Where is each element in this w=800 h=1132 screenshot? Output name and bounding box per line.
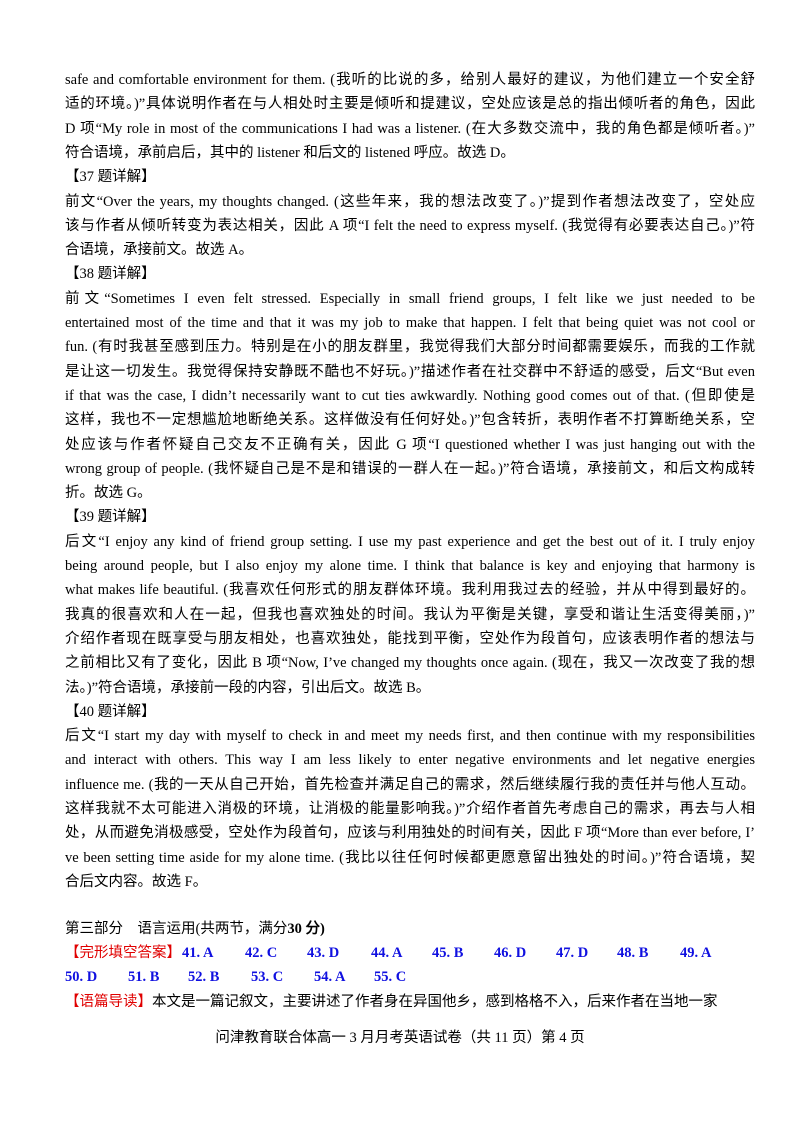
answer: 50. D	[65, 969, 98, 985]
text-line: if that was the case, I didn’t necessari…	[65, 387, 755, 404]
text-line: 前文“Sometimes I even felt stressed. Espec…	[65, 290, 755, 307]
answer: 41. A	[182, 945, 214, 961]
text-line: ve been setting time aside for my alone …	[65, 849, 755, 866]
answer: 43. D	[307, 945, 340, 961]
answer: 46. D	[494, 945, 527, 961]
footer: 问津教育联合体高一 3 月月考英语试卷（共 11 页）第 4 页	[215, 1030, 585, 1046]
section-title: 语言运用(共两节，满分	[137, 921, 288, 937]
text-line: D 项“My role in most of the communication…	[65, 120, 755, 137]
text-line: 【39 题详解】	[65, 509, 156, 526]
guide-label: 【语篇导读】	[65, 994, 152, 1010]
text-line: 后文“I enjoy any kind of friend group sett…	[65, 533, 755, 550]
text-line: 处，从而避免消极感受，空处作为段首句，应该与利用独处的时间有关，因此 F 项“M…	[65, 825, 755, 842]
section-part: 第三部分	[65, 921, 123, 937]
answer-label: 【完形填空答案】	[65, 945, 181, 961]
text-line: what makes life beautiful. (我喜欢任何形式的朋友群体…	[65, 582, 755, 599]
text-line: 这样，我也不一定想尴尬地断绝关系。这样做没有任何好处。)”包含转折，表明作者不打…	[65, 412, 755, 429]
text-line: 合语境，承接前文。故选 A。	[65, 242, 254, 259]
text-line: 后文“I start my day with myself to check i…	[65, 728, 755, 745]
answer: 44. A	[371, 945, 403, 961]
text-line: 符合语境，承前启后，其中的 listener 和后文的 listened 呼应。…	[65, 144, 515, 161]
answer: 47. D	[556, 945, 589, 961]
text-line: 是让这一切发生。我觉得保持安静既不酷也不好玩。)”描述作者在社交群中不舒适的感受…	[65, 363, 755, 380]
text-line: 合后文内容。故选 F。	[65, 873, 208, 890]
text-line: safe and comfortable environment for the…	[65, 72, 755, 88]
text-line: 适的环境。)”具体说明作者在与人相处时主要是倾听和提建议，空处应该是总的指出倾听…	[65, 96, 755, 113]
answer: 53. C	[251, 969, 284, 985]
section-heading: 第三部分 语言运用(共两节，满分30 分)	[65, 919, 325, 939]
text-line: 处应该与作者怀疑自己交友不正确有关，因此 G 项“I questioned wh…	[65, 436, 755, 453]
text-line: 【40 题详解】	[65, 703, 156, 720]
text-line: 我真的很喜欢和人在一起，但我也喜欢独处的时间。我认为平衡是关键，享受和谐让生活变…	[65, 606, 755, 623]
text-line: influence me. (我的一天从自己开始，首先检查并满足自己的需求，然后…	[65, 776, 755, 793]
guide: 【语篇导读】本文是一篇记叙文，主要讲述了作者身在异国他乡，感到格格不入，后来作者…	[65, 992, 718, 1012]
answer: 49. A	[680, 945, 712, 961]
answer: 52. B	[188, 969, 220, 985]
section-score: 30 分)	[287, 921, 325, 937]
text-line: 【37 题详解】	[65, 169, 156, 186]
answer: 48. B	[617, 945, 649, 961]
text-line: 【38 题详解】	[65, 266, 156, 283]
text-line: 该与作者从倾听转变为表达相关，因此 A 项“I felt the need to…	[65, 217, 755, 234]
text-line: 这样我就不太可能进入消极的环境，让消极的能量影响我。)”介绍作者首先考虑自己的需…	[65, 801, 755, 817]
text-line: and interact with others. This way I am …	[65, 752, 755, 769]
answer: 55. C	[374, 969, 407, 985]
answer: 54. A	[314, 969, 346, 985]
text-line: 前文“Over the years, my thoughts changed. …	[65, 193, 755, 210]
text-line: 法。)”符合语境，承接前一段的内容，引出后文。故选 B。	[65, 679, 431, 696]
answer: 51. B	[128, 969, 160, 985]
text-line: 之前相比又有了变化，因此 B 项“Now, I’ve changed my th…	[65, 655, 755, 672]
answer: 45. B	[432, 945, 464, 961]
text-line: wrong group of people. (我怀疑自己是不是和错误的一群人在…	[65, 460, 755, 477]
text-line: fun. (有时我甚至感到压力。特别是在小的朋友群里，我觉得我们大部分时间都需要…	[65, 339, 755, 356]
text-line: 折。故选 G。	[65, 485, 152, 502]
guide-text: 本文是一篇记叙文，主要讲述了作者身在异国他乡，感到格格不入，后来作者在当地一家	[152, 994, 718, 1010]
answer: 42. C	[245, 945, 278, 961]
text-line: entertained most of the time and that it…	[65, 315, 755, 331]
text-line: 介绍作者现在既享受与朋友相处，也喜欢独处，能找到平衡，空处作为段首句，应该表明作…	[65, 630, 755, 647]
text-line: being around people, but I also enjoy my…	[65, 558, 755, 574]
